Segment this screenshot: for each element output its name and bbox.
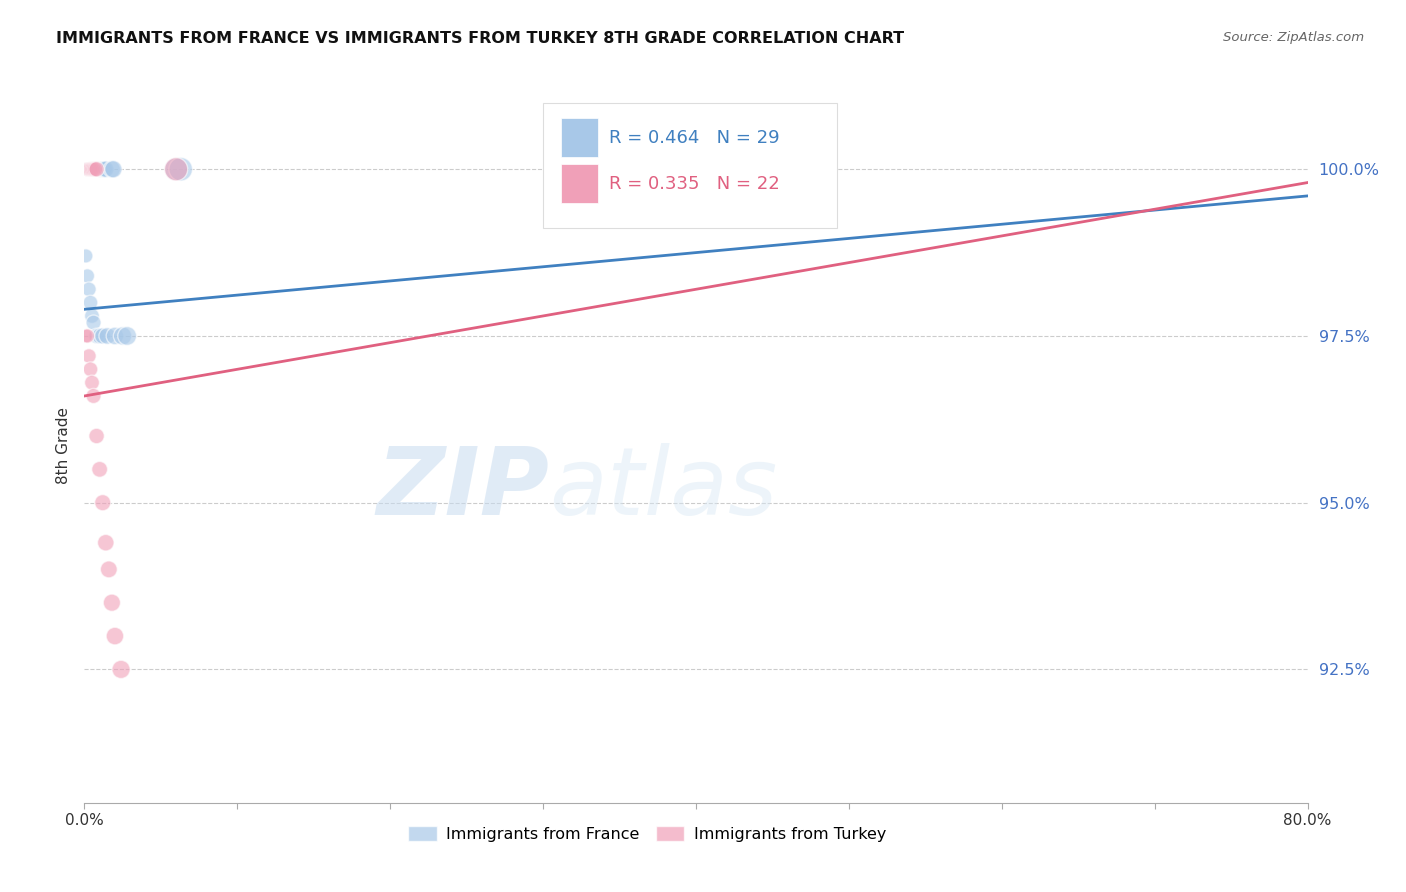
Legend: Immigrants from France, Immigrants from Turkey: Immigrants from France, Immigrants from … [402, 820, 893, 848]
Point [89, 162, 111, 177]
Point [90, 162, 112, 177]
Point [104, 329, 127, 343]
Point [80, 162, 103, 177]
Point [115, 329, 138, 343]
Point [86, 162, 108, 177]
Point [77, 282, 100, 296]
Point [101, 596, 124, 610]
Point [75, 249, 97, 263]
Point [86, 162, 108, 177]
Point [77, 349, 100, 363]
Point [77, 162, 100, 177]
Text: IMMIGRANTS FROM FRANCE VS IMMIGRANTS FROM TURKEY 8TH GRADE CORRELATION CHART: IMMIGRANTS FROM FRANCE VS IMMIGRANTS FRO… [56, 31, 904, 46]
Point [170, 162, 193, 177]
Point [111, 329, 134, 343]
Point [79, 362, 101, 376]
Point [96, 329, 118, 343]
Point [83, 162, 105, 177]
Bar [561, 164, 598, 203]
Point [83, 316, 105, 330]
Point [80, 376, 103, 390]
Text: ZIP: ZIP [377, 442, 550, 535]
Point [103, 162, 125, 177]
Point [93, 162, 115, 177]
Point [110, 662, 132, 676]
Point [79, 295, 101, 310]
Point [75, 329, 97, 343]
Point [104, 629, 127, 643]
Point [89, 462, 111, 476]
FancyBboxPatch shape [543, 103, 837, 228]
Point [76, 162, 98, 177]
Point [76, 162, 98, 177]
Point [94, 535, 117, 549]
Point [165, 162, 187, 177]
Point [83, 162, 105, 177]
Point [76, 329, 98, 343]
Point [84, 162, 107, 177]
Text: atlas: atlas [550, 443, 778, 534]
Point [84, 162, 107, 177]
Point [165, 162, 187, 177]
Text: R = 0.335   N = 22: R = 0.335 N = 22 [609, 175, 780, 193]
Point [91, 329, 114, 343]
Y-axis label: 8th Grade: 8th Grade [56, 408, 72, 484]
Bar [561, 118, 598, 157]
Point [76, 268, 98, 283]
Point [94, 162, 117, 177]
Point [97, 562, 120, 576]
Point [80, 162, 103, 177]
Point [91, 162, 114, 177]
Point [79, 162, 101, 177]
Point [91, 496, 114, 510]
Text: Source: ZipAtlas.com: Source: ZipAtlas.com [1223, 31, 1364, 45]
Point [77, 162, 100, 177]
Point [86, 329, 108, 343]
Text: R = 0.464   N = 29: R = 0.464 N = 29 [609, 128, 780, 146]
Point [79, 162, 101, 177]
Point [83, 389, 105, 403]
Point [89, 329, 111, 343]
Point [101, 162, 124, 177]
Point [86, 429, 108, 443]
Point [80, 309, 103, 323]
